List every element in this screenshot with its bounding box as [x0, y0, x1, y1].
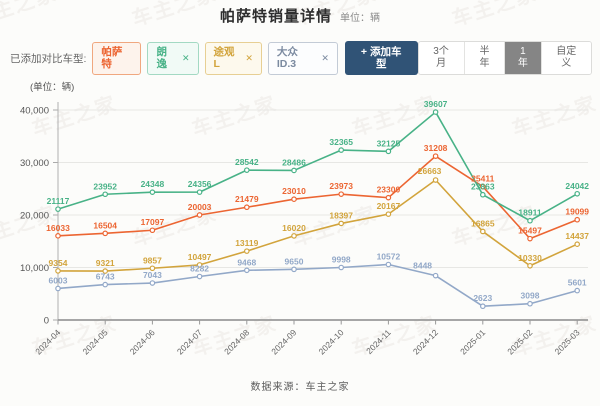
svg-text:25411: 25411 — [471, 174, 494, 184]
svg-text:28542: 28542 — [235, 157, 259, 167]
toolbar: 已添加对比车型: 帕萨特 朗逸 ✕ 途观L ✕ 大众ID.3 ✕ + 添加车型 3个月 半年 1… — [10, 41, 592, 76]
svg-text:16865: 16865 — [471, 218, 495, 228]
svg-text:16020: 16020 — [282, 223, 306, 233]
close-icon[interactable]: ✕ — [181, 52, 190, 63]
svg-text:23863: 23863 — [471, 182, 495, 192]
svg-text:21479: 21479 — [235, 194, 259, 204]
svg-text:5601: 5601 — [568, 278, 587, 288]
svg-text:9354: 9354 — [49, 258, 68, 268]
svg-text:32125: 32125 — [377, 138, 401, 148]
svg-text:21117: 21117 — [47, 196, 70, 206]
range-group: 3个月 半年 1年 自定义 — [417, 41, 592, 76]
svg-text:2024-08: 2024-08 — [222, 327, 251, 356]
svg-text:28486: 28486 — [282, 157, 306, 167]
header-unit-label: 单位：辆 — [340, 13, 380, 24]
footer: 数据来源：车主之家 — [0, 377, 600, 395]
chip-label: 朗逸 — [156, 45, 167, 71]
svg-text:23952: 23952 — [93, 181, 117, 191]
svg-text:8448: 8448 — [413, 261, 432, 271]
sales-line-chart: (单位：辆) 0 10,000 20,000 30,000 40,000 2024-04 20… — [20, 81, 589, 356]
svg-text:14437: 14437 — [565, 231, 589, 241]
svg-text:2024-12: 2024-12 — [411, 327, 440, 356]
chip-label: 帕萨特 — [101, 45, 123, 71]
svg-text:(单位：辆): (单位：辆) — [30, 81, 74, 93]
svg-text:3098: 3098 — [521, 291, 540, 301]
svg-text:10572: 10572 — [377, 251, 401, 261]
svg-text:8282: 8282 — [190, 264, 209, 274]
svg-text:2025-01: 2025-01 — [458, 327, 487, 356]
chart-area: (单位：辆) 0 10,000 20,000 30,000 40,000 2024-04 20… — [0, 76, 600, 375]
svg-text:16504: 16504 — [93, 220, 117, 230]
svg-text:10497: 10497 — [188, 252, 212, 262]
svg-text:16033: 16033 — [46, 223, 70, 233]
svg-text:2024-11: 2024-11 — [364, 327, 393, 356]
svg-text:0: 0 — [44, 316, 49, 327]
add-model-button[interactable]: + 添加车型 — [344, 41, 418, 76]
compare-chip-tiguan-l[interactable]: 途观L ✕ — [204, 41, 262, 75]
svg-text:2024-05: 2024-05 — [80, 327, 109, 356]
svg-text:13119: 13119 — [235, 238, 258, 248]
svg-text:10330: 10330 — [518, 253, 542, 263]
range-button-6m[interactable]: 半年 — [463, 42, 505, 75]
header: 帕萨特销量详情 单位：辆 — [0, 5, 600, 26]
svg-text:20,000: 20,000 — [20, 211, 49, 222]
svg-text:10,000: 10,000 — [20, 263, 49, 274]
range-button-custom[interactable]: 自定义 — [540, 42, 591, 75]
svg-text:9650: 9650 — [285, 256, 304, 266]
close-icon[interactable]: ✕ — [245, 52, 253, 63]
svg-text:20003: 20003 — [188, 202, 212, 212]
range-button-3m[interactable]: 3个月 — [418, 42, 464, 75]
svg-text:9321: 9321 — [96, 258, 115, 268]
range-button-1y[interactable]: 1年 — [504, 42, 541, 75]
compare-chip-passat[interactable]: 帕萨特 — [92, 41, 142, 75]
svg-text:2024-06: 2024-06 — [128, 327, 157, 356]
svg-text:23973: 23973 — [329, 181, 353, 191]
svg-text:6003: 6003 — [49, 275, 68, 285]
svg-text:18911: 18911 — [518, 208, 541, 218]
svg-text:2024-04: 2024-04 — [33, 327, 62, 356]
svg-text:2024-09: 2024-09 — [269, 327, 298, 356]
svg-text:2024-07: 2024-07 — [175, 327, 204, 356]
svg-text:17097: 17097 — [141, 217, 165, 227]
svg-text:26663: 26663 — [418, 166, 442, 176]
svg-text:2024-10: 2024-10 — [316, 327, 345, 356]
svg-text:2025-03: 2025-03 — [552, 327, 581, 356]
data-source: 数据来源：车主之家 — [250, 382, 350, 393]
svg-text:24042: 24042 — [565, 181, 589, 191]
svg-text:9857: 9857 — [143, 255, 162, 265]
close-icon[interactable]: ✕ — [321, 52, 329, 63]
svg-text:7043: 7043 — [143, 270, 162, 280]
compare-label: 已添加对比车型: — [10, 52, 87, 65]
svg-text:2623: 2623 — [473, 293, 492, 303]
svg-text:23010: 23010 — [282, 186, 306, 196]
svg-text:2025-02: 2025-02 — [505, 327, 534, 356]
svg-text:18397: 18397 — [329, 210, 353, 220]
compare-chip-lavida[interactable]: 朗逸 ✕ — [147, 41, 199, 75]
svg-text:31208: 31208 — [424, 143, 448, 153]
page-title: 帕萨特销量详情 — [219, 8, 332, 25]
svg-text:32365: 32365 — [329, 137, 353, 147]
svg-text:40,000: 40,000 — [20, 106, 49, 117]
svg-text:9468: 9468 — [237, 257, 256, 267]
compare-chips: 帕萨特 朗逸 ✕ 途观L ✕ 大众ID.3 ✕ — [92, 41, 338, 75]
svg-text:24348: 24348 — [141, 179, 165, 189]
svg-text:15497: 15497 — [518, 226, 542, 236]
svg-text:6743: 6743 — [96, 272, 115, 282]
svg-text:20167: 20167 — [377, 201, 401, 211]
compare-chip-vw-id3[interactable]: 大众ID.3 ✕ — [267, 41, 338, 75]
svg-text:9998: 9998 — [332, 255, 351, 265]
svg-text:19099: 19099 — [565, 207, 589, 217]
chip-label: 大众ID.3 — [276, 45, 298, 71]
svg-text:23300: 23300 — [377, 185, 401, 195]
svg-text:30,000: 30,000 — [20, 158, 49, 169]
svg-text:24356: 24356 — [188, 179, 212, 189]
svg-text:39607: 39607 — [424, 99, 448, 109]
chip-label: 途观L — [213, 45, 235, 71]
